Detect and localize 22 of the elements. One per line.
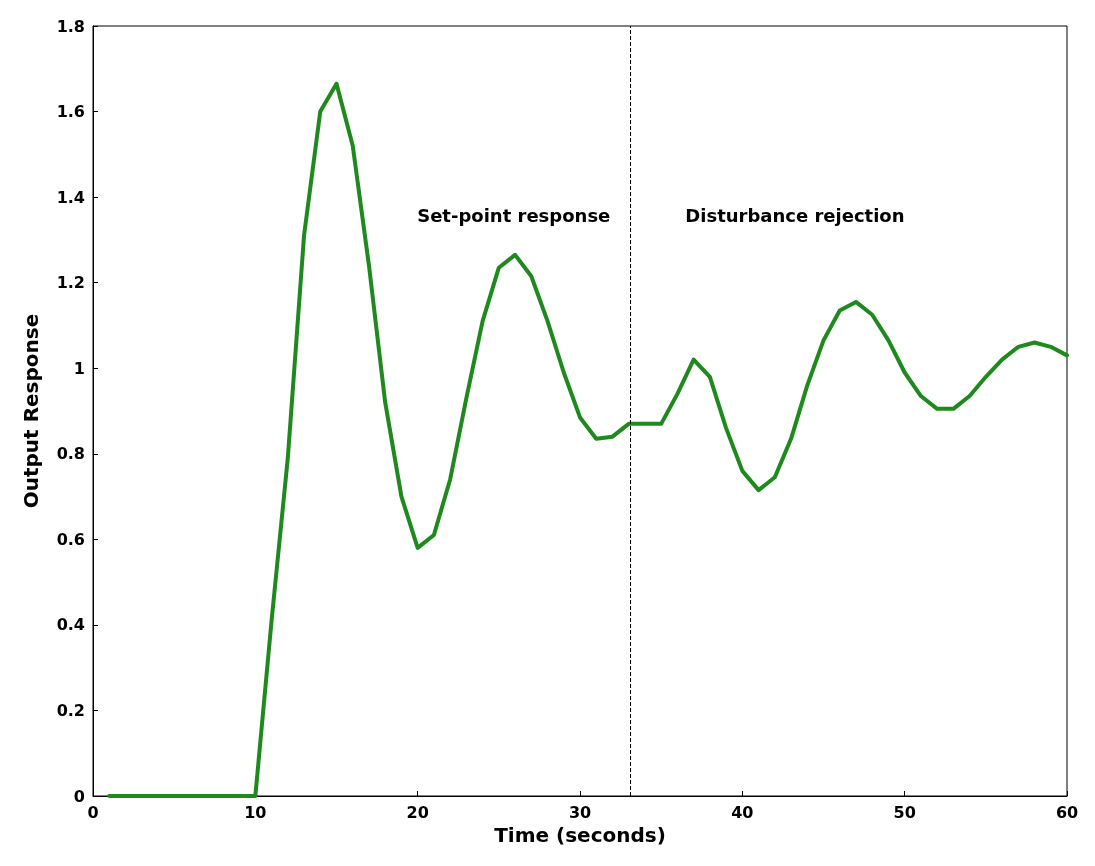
y-tick-label: 0 (73, 786, 85, 806)
y-tick-label: 1.8 (56, 16, 85, 36)
y-tick-label: 1.6 (56, 102, 85, 122)
y-tick-label: 0.6 (56, 529, 85, 549)
y-tick-label: 0.4 (56, 615, 85, 635)
x-axis-title: Time (seconds) (494, 822, 666, 847)
x-tick-label: 60 (1055, 802, 1079, 822)
x-tick-label: 50 (893, 802, 916, 822)
y-tick-label: 1 (73, 358, 85, 378)
x-tick-label: 20 (406, 802, 429, 822)
y-tick-label: 1.2 (56, 273, 85, 293)
annotation: Disturbance rejection (685, 204, 905, 226)
y-tick-label: 0.2 (56, 700, 85, 720)
x-tick-label: 40 (731, 802, 754, 822)
x-tick-label: 0 (87, 802, 99, 822)
line-series (107, 81, 1069, 798)
annotation: Set-point response (417, 204, 611, 226)
x-tick-label: 30 (568, 802, 592, 822)
y-tick-label: 0.8 (56, 444, 85, 464)
y-tick-label: 1.4 (56, 187, 85, 207)
y-axis-title: Output Response (19, 313, 43, 509)
x-tick-label: 10 (244, 802, 267, 822)
